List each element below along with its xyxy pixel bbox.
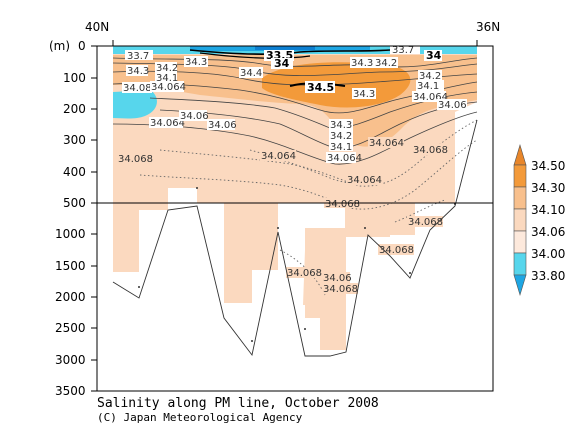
chart-title: Salinity along PM line, October 2008 xyxy=(97,396,379,411)
y-tick-label: 1500 xyxy=(55,259,86,273)
contour-label-bold: 34.5 xyxy=(307,81,334,94)
colorbar-bottom-arrow xyxy=(513,274,527,297)
salinity-fill-col xyxy=(113,203,139,272)
salinity-fresh-intrusion xyxy=(113,90,157,119)
contour-labels: 33.7 34.3 34.2 34.1 34.08 34.064 34.064 … xyxy=(117,45,467,295)
bathymetry-line xyxy=(112,119,478,357)
contour-label: 34.1 xyxy=(156,73,178,84)
salinity-fill-col xyxy=(252,228,278,270)
y-tick-label: 200 xyxy=(63,102,86,116)
contour-label: 34.3 xyxy=(351,58,373,69)
contour-label: 34.068 xyxy=(287,268,322,279)
contour-label: 34.064 xyxy=(347,175,382,186)
y-tick-label: 400 xyxy=(63,165,86,179)
contour-label: 34.2 xyxy=(375,58,397,69)
colorbar-swatch xyxy=(513,230,527,254)
y-tick-label: 2000 xyxy=(55,290,86,304)
contour-label: 34.4 xyxy=(240,68,262,79)
contour-label: 34.064 xyxy=(150,118,185,129)
contour-label: 34.3 xyxy=(185,57,207,68)
contour-label: 34.064 xyxy=(261,151,296,162)
contour-label: 34.068 xyxy=(325,199,360,210)
y-tick-label: 3500 xyxy=(55,384,86,398)
y-tick-label: 100 xyxy=(63,71,86,85)
y-tick-label: 0 xyxy=(78,39,86,53)
salinity-fill-col xyxy=(224,203,252,303)
contour-label-bold: 34 xyxy=(274,57,290,70)
contour-label: 34.2 xyxy=(156,63,178,74)
colorbar-label: 34.50 xyxy=(531,159,565,173)
salinity-fill-col xyxy=(320,318,346,350)
salinity-surface-fresh xyxy=(255,46,315,50)
contour-label: 34.06 xyxy=(208,120,237,131)
contour-label: 34.064 xyxy=(413,92,448,103)
colorbar-swatch xyxy=(513,252,527,276)
contour-label: 34.068 xyxy=(379,245,414,256)
empty-gap xyxy=(305,328,320,358)
contour-label: 34.08 xyxy=(123,83,152,94)
contour-label: 34.064 xyxy=(369,138,404,149)
colorbar-swatch xyxy=(513,186,527,210)
top-ticks xyxy=(97,40,493,47)
y-tick-labels: 0 100 200 300 400 500 1000 1500 2000 250… xyxy=(55,39,86,398)
contour-label: 34.06 xyxy=(323,273,352,284)
colorbar-label: 33.80 xyxy=(531,269,565,283)
contour-label: 34.068 xyxy=(413,145,448,156)
contour-label: 34.064 xyxy=(327,153,362,164)
colorbar-label: 34.00 xyxy=(531,247,565,261)
contour-label: 34.064 xyxy=(151,82,186,93)
contour-label: 34.06 xyxy=(438,100,467,111)
station-markers xyxy=(138,187,456,342)
top-label-right: 36N xyxy=(476,20,500,34)
colorbar-label: 34.06 xyxy=(531,225,565,239)
colorbar-label: 34.30 xyxy=(531,181,565,195)
y-tick-label: 1000 xyxy=(55,227,86,241)
contour-label: 34.1 xyxy=(417,81,439,92)
colorbar-swatch xyxy=(513,164,527,188)
contour-label: 34.1 xyxy=(330,142,352,153)
y-axis-label: (m) xyxy=(49,39,70,53)
contour-label: 34.3 xyxy=(353,89,375,100)
contour-label: 33.7 xyxy=(392,45,414,56)
contour-label-bold: 34 xyxy=(426,49,442,62)
chart-credit: (C) Japan Meteorological Agency xyxy=(97,411,303,424)
y-tick-label: 500 xyxy=(63,196,86,210)
contour-label: 34.3 xyxy=(127,66,149,77)
y-ticks xyxy=(91,45,97,392)
contour-label: 34.068 xyxy=(323,284,358,295)
colorbar-label: 34.10 xyxy=(531,203,565,217)
contour-label: 34.2 xyxy=(419,71,441,82)
colorbar: 34.50 34.30 34.10 34.06 34.00 33.80 xyxy=(513,143,565,297)
contour-label: 34.068 xyxy=(118,154,153,165)
y-tick-label: 300 xyxy=(63,133,86,147)
salinity-fill-col xyxy=(139,203,168,210)
colorbar-top-arrow xyxy=(513,143,527,166)
y-tick-label: 2500 xyxy=(55,321,86,335)
y-tick-label: 3000 xyxy=(55,353,86,367)
contour-label: 34.3 xyxy=(330,120,352,131)
colorbar-swatch xyxy=(513,208,527,232)
contour-label: 34.06 xyxy=(180,111,209,122)
contour-label: 34.068 xyxy=(408,217,443,228)
top-label-left: 40N xyxy=(85,20,109,34)
contour-label: 34.2 xyxy=(330,131,352,142)
contour-label: 33.7 xyxy=(127,51,149,62)
